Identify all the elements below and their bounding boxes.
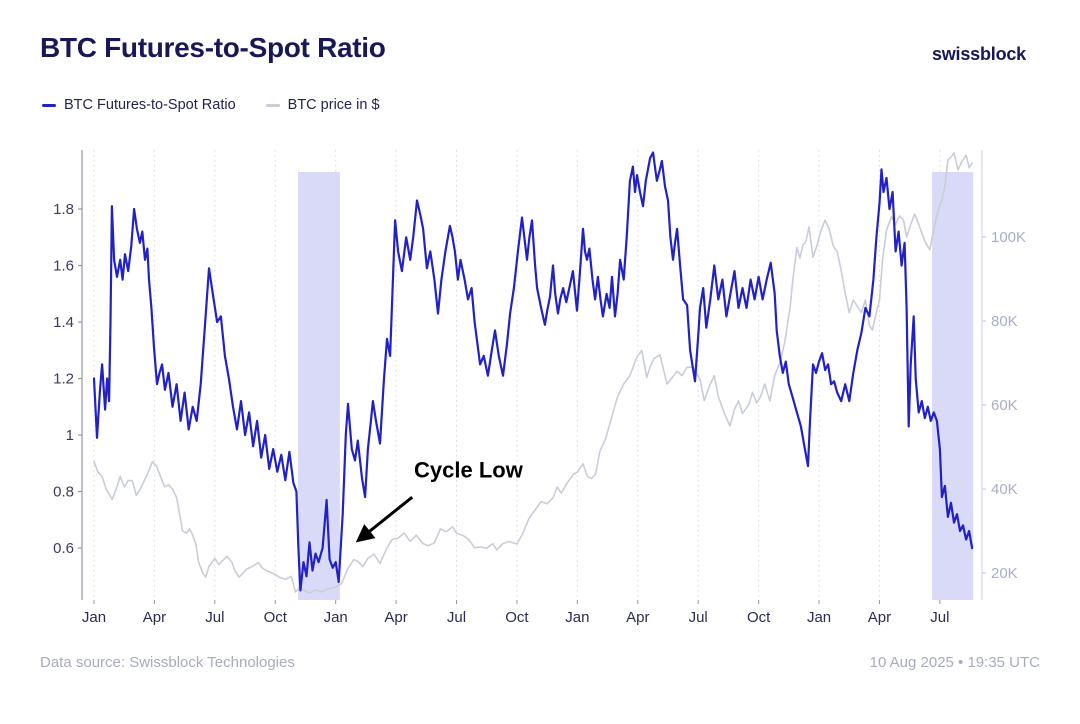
x-axis-tick-label: Apr — [143, 609, 166, 626]
right-axis-tick-label: 80K — [991, 313, 1018, 330]
left-axis-tick-label: 1.6 — [53, 258, 74, 275]
left-axis-tick-label: 1.8 — [53, 201, 74, 218]
ratio-legend-swatch — [42, 103, 56, 107]
annotation-arrow-head — [355, 524, 376, 543]
x-axis-tick-label: Jul — [689, 609, 708, 626]
left-axis-tick-label: 0.8 — [53, 484, 74, 501]
x-axis-tick-label: Jan — [807, 609, 831, 626]
price-legend-swatch — [265, 103, 280, 107]
annotation-arrow-shaft — [362, 495, 414, 538]
right-axis-tick-label: 40K — [991, 481, 1018, 498]
x-axis-tick-label: Jul — [930, 609, 949, 626]
legend-item-ratio: BTC Futures-to-Spot Ratio — [42, 97, 236, 113]
price-legend-label: BTC price in $ — [287, 97, 380, 113]
left-axis-tick-label: 1.4 — [53, 314, 74, 331]
x-axis-tick-label: Apr — [626, 609, 649, 626]
chart-legend: BTC Futures-to-Spot Ratio BTC price in $ — [42, 97, 380, 113]
x-axis-tick-label: Jan — [82, 609, 106, 626]
highlight-band — [932, 172, 974, 600]
swissblock-logo: swissblock — [931, 44, 1026, 64]
ratio-legend-label: BTC Futures-to-Spot Ratio — [64, 97, 236, 113]
left-axis-tick-label: 0.6 — [53, 540, 74, 557]
x-axis-tick-label: Jan — [565, 609, 589, 626]
left-axis-tick-label: 1.2 — [53, 371, 74, 388]
right-axis-tick-label: 60K — [991, 397, 1018, 414]
x-axis-tick-label: Jul — [205, 609, 224, 626]
cycle-low-annotation: Cycle Low — [414, 457, 524, 482]
legend-item-price: BTC price in $ — [265, 97, 380, 113]
x-axis-tick-label: Oct — [747, 609, 771, 626]
ratio-series-line — [92, 151, 974, 592]
x-axis-tick-label: Apr — [384, 609, 407, 626]
x-axis-tick-label: Jan — [324, 609, 348, 626]
left-axis-tick-label: 1 — [66, 427, 74, 444]
page-title: BTC Futures-to-Spot Ratio — [40, 32, 386, 63]
timestamp: 10 Aug 2025 • 19:35 UTC — [869, 654, 1040, 671]
x-axis-tick-label: Jul — [447, 609, 466, 626]
x-axis-tick-label: Oct — [264, 609, 288, 626]
highlight-band — [298, 172, 340, 600]
x-axis-tick-label: Oct — [505, 609, 529, 626]
right-axis-tick-label: 20K — [991, 565, 1018, 582]
data-source-note: Data source: Swissblock Technologies — [40, 654, 295, 671]
right-axis-tick-label: 100K — [991, 229, 1026, 246]
x-axis-tick-label: Apr — [868, 609, 891, 626]
price-series-line — [93, 152, 973, 595]
